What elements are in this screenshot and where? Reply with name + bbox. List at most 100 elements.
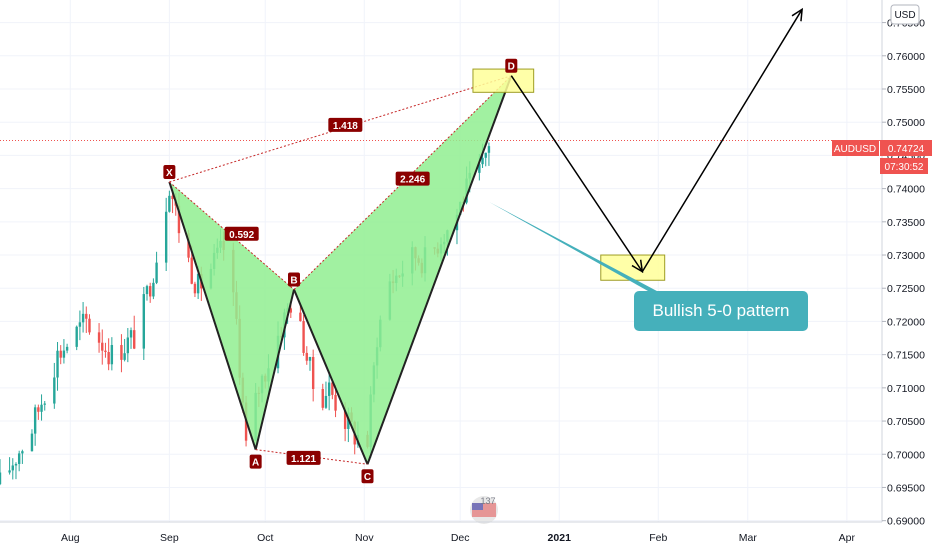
price-tick-label: 0.71500 [887,350,925,362]
candle-body [126,337,130,354]
harmonic-pattern [168,68,666,465]
currency-button-box [890,4,920,25]
last-price-label: 0.74724 [888,144,925,155]
candle-body [305,352,308,361]
time-axis[interactable]: Aug Sep Oct Nov Dec 2021 Feb Mar Apr [0,521,882,544]
candle-body [484,152,487,158]
price-tick-label: 0.76000 [887,51,925,63]
watermark: 137 [470,496,498,524]
price-tick-label: 0.70500 [887,416,925,428]
ratio-label: 1.418 [333,121,358,132]
leg-cd [366,75,513,465]
price-tick-label: 0.70000 [887,449,925,461]
price-tick-label: 0.73000 [887,250,925,262]
price-tick-label: 0.71000 [887,383,925,395]
candle-body [53,377,56,404]
projection-line [510,8,803,274]
candle-body [120,345,123,360]
candle-body [37,407,40,412]
candle-body [164,211,168,263]
point-label-a-box [249,454,262,469]
candle-body [343,410,347,429]
point-label-c: C [364,472,371,483]
candle-body [324,395,328,408]
point-label-c-box [361,469,374,484]
countdown-label: 07:30:52 [885,162,924,173]
projection-path [510,7,804,274]
pattern-triangle-xab [169,181,294,450]
candle-body [299,312,302,322]
price-tick-label: 0.72500 [887,283,925,295]
candle-body [187,233,190,258]
ratio-label-box [395,171,430,186]
time-tick-label: Oct [257,532,273,544]
candle-body [331,382,334,395]
candle-body [21,451,24,454]
candle-body [148,286,152,297]
candle-body [168,195,171,212]
point-label-d-box [505,58,518,73]
candle-body [190,257,193,284]
point-label-b-box [288,272,300,287]
arrowhead-down [631,259,644,274]
watermark-text: 137 [480,496,495,506]
callout-box [634,291,808,331]
candle-body [59,350,62,358]
ratio-label-box [224,226,259,241]
time-tick-label: 2021 [548,532,572,544]
ratio-line-xb [169,181,295,290]
pattern-callout[interactable]: Bullish 5-0 pattern [488,201,808,331]
candle-body [0,472,2,485]
time-tick-label: Feb [649,532,667,544]
time-tick-label: Nov [355,532,374,544]
candle-body [133,330,136,349]
candle-body [327,382,331,396]
time-tick-label: Aug [61,532,80,544]
candle-body [487,146,491,153]
price-tick-label: 0.72000 [887,316,925,328]
candle-body [8,470,11,473]
point-label-b: B [290,276,297,287]
candle-body [11,465,14,471]
candle-body [75,326,78,347]
price-tick-label: 0.75500 [887,84,925,96]
pattern-triangle-bcd [294,75,512,465]
candle-body [289,308,293,313]
point-label-a: A [252,458,259,469]
price-tick-label: 0.69500 [887,482,925,494]
ratio-label: 1.121 [291,454,316,465]
candle-body [171,195,174,200]
candle-body [308,356,312,361]
candle-body [321,388,324,408]
candle-body [88,318,91,333]
ratio-label-box [328,117,363,132]
candle-body [78,322,82,327]
candle-body [478,164,481,173]
pattern-labels: X A B C D 0.592 1.121 2.246 1.418 [163,58,518,484]
candle-body [56,350,59,378]
price-tick-label: 0.73500 [887,217,925,229]
candle-body [97,332,101,343]
time-tick-label: Dec [451,532,470,544]
candle-body [65,346,69,351]
candle-body [145,286,149,295]
candle-body [62,350,66,358]
flag-canton [472,503,483,510]
candle-body [17,453,21,464]
candle-body [142,294,146,349]
candle-body [311,356,315,389]
price-axis[interactable]: 0.69000 0.69500 0.70000 0.70500 0.71000 0.715… [881,0,925,528]
currency-button[interactable]: USD [890,4,920,25]
candle-body [155,262,158,283]
candle-body [177,205,181,234]
candle-body [43,403,46,405]
time-tick-label: Mar [739,532,758,544]
point-label-d: D [508,62,515,73]
candle-body [152,282,155,297]
leg-bc [293,289,369,465]
price-tick-label: 0.75000 [887,117,925,129]
candle-body [110,345,114,365]
time-tick-label: Apr [839,532,856,544]
